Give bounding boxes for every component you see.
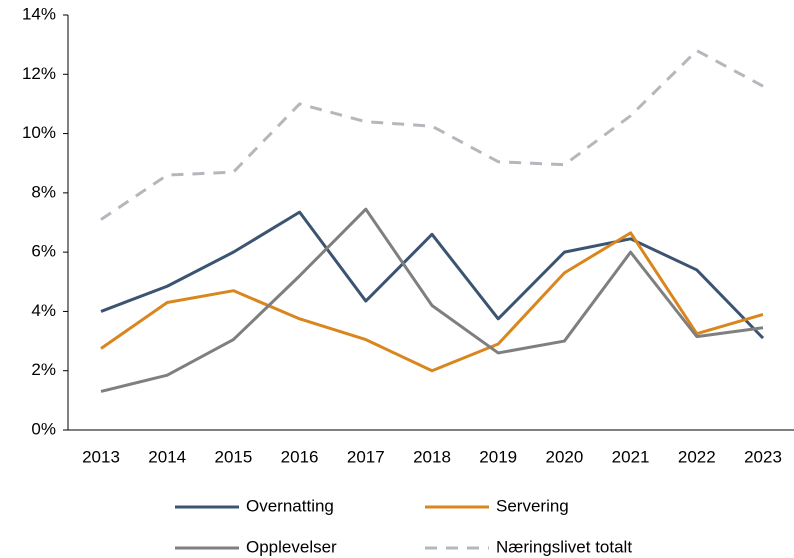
series-line: [100, 210, 765, 340]
y-tick-label: 14%: [22, 4, 56, 23]
legend-label: Næringslivet totalt: [496, 537, 632, 556]
y-tick-label: 10%: [22, 123, 56, 142]
legend-label: Overnatting: [246, 496, 334, 515]
y-tick-label: 6%: [31, 242, 56, 261]
x-tick-label: 2019: [479, 447, 517, 466]
x-tick-label: 2021: [612, 447, 650, 466]
y-tick-label: 0%: [31, 419, 56, 438]
x-tick-label: 2015: [214, 447, 252, 466]
y-tick-label: 4%: [31, 301, 56, 320]
y-tick-label: 8%: [31, 182, 56, 201]
legend-label: Opplevelser: [246, 537, 337, 556]
legend-label: Servering: [496, 496, 569, 515]
x-tick-label: 2023: [744, 447, 782, 466]
series-line: [100, 49, 764, 221]
y-tick-label: 12%: [22, 64, 56, 83]
x-tick-label: 2013: [82, 447, 120, 466]
x-tick-label: 2018: [413, 447, 451, 466]
x-tick-label: 2020: [545, 447, 583, 466]
x-tick-label: 2017: [347, 447, 385, 466]
series-line: [100, 207, 764, 393]
x-tick-label: 2016: [281, 447, 319, 466]
x-tick-label: 2014: [148, 447, 186, 466]
series-line: [100, 231, 764, 373]
x-tick-label: 2022: [678, 447, 716, 466]
y-tick-label: 2%: [31, 360, 56, 379]
